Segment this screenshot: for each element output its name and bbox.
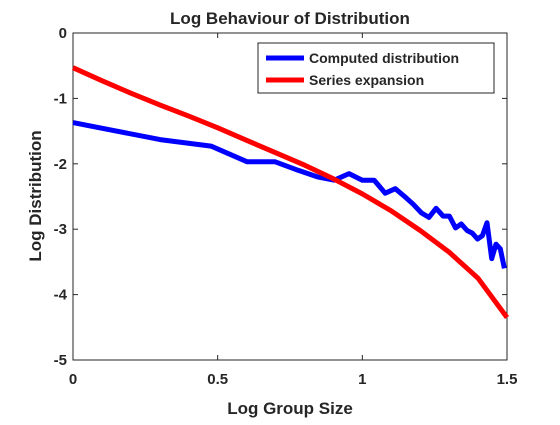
series-line-computed-distribution (72, 120, 507, 269)
y-axis-label: Log Distribution (26, 130, 45, 261)
y-tick-label: -5 (54, 352, 67, 369)
y-tick-label: -1 (54, 90, 67, 107)
y-tick-label: -4 (54, 287, 68, 304)
legend: Computed distribution Series expansion (257, 42, 495, 94)
x-tick-label: 1.5 (497, 371, 518, 388)
x-tick-label: 0.5 (207, 371, 228, 388)
plot-area: 0 0.5 1 1.5 0 -1 -2 -3 -4 -5 Computed distribution… (54, 25, 518, 388)
x-tick-label: 1 (358, 371, 366, 388)
x-axis-label: Log Group Size (227, 399, 353, 418)
chart-title: Log Behaviour of Distribution (170, 9, 410, 28)
x-tick-label: 0 (69, 371, 77, 388)
y-tick-label: 0 (59, 25, 67, 42)
legend-label-series-expansion: Series expansion (309, 72, 424, 88)
legend-label-computed-distribution: Computed distribution (309, 50, 459, 66)
y-tick-label: -3 (54, 221, 67, 238)
legend-box (257, 42, 495, 94)
series-line-series-expansion (71, 65, 510, 319)
y-tick-label: -2 (54, 156, 67, 173)
